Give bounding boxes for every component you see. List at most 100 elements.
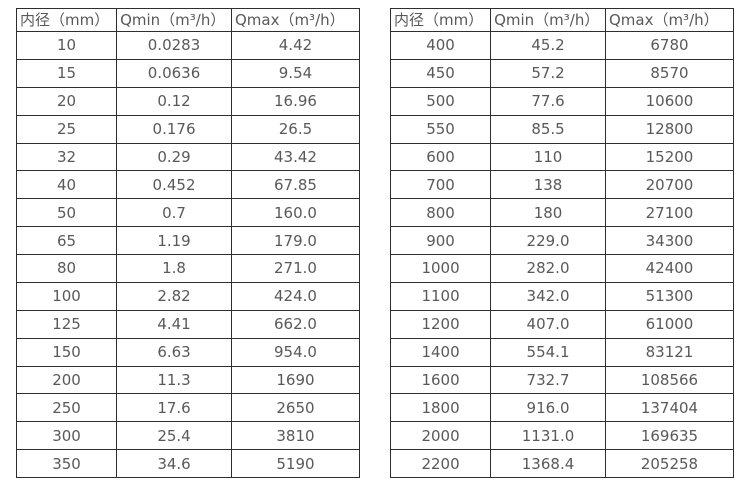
table-row: 1000 282.0 42400	[389, 254, 735, 283]
table-row: 450 57.2 8570	[389, 58, 735, 88]
diameter-cell: 50	[15, 198, 118, 228]
qmax-cell: 34300	[604, 226, 735, 255]
column-header-0: 内径（mm）	[15, 8, 118, 32]
table-row: 800 180 27100	[389, 198, 735, 228]
qmin-cell: 110	[490, 142, 606, 172]
qmax-cell: 27100	[604, 198, 735, 228]
qmin-cell: 732.7	[490, 365, 606, 395]
qmin-cell: 57.2	[490, 58, 606, 88]
table-row: 400 45.2 6780	[389, 31, 735, 60]
table-row: 500 77.6 10600	[389, 86, 735, 116]
qmin-cell: 0.7	[116, 198, 232, 228]
qmin-cell: 0.29	[116, 142, 232, 172]
qmin-cell: 0.0636	[116, 58, 232, 88]
diameter-cell: 25	[15, 114, 118, 144]
table-row: 32 0.29 43.42	[15, 142, 361, 172]
qmax-cell: 1690	[230, 365, 361, 395]
qmax-cell: 20700	[604, 170, 735, 200]
diameter-cell: 1400	[389, 337, 492, 367]
diameter-cell: 150	[15, 337, 118, 367]
table-row: 1800 916.0 137404	[389, 393, 735, 423]
diameter-cell: 1000	[389, 254, 492, 283]
qmax-cell: 42400	[604, 254, 735, 283]
diameter-cell: 1800	[389, 393, 492, 423]
table-row: 10 0.0283 4.42	[15, 31, 361, 60]
diameter-cell: 400	[389, 31, 492, 60]
qmax-cell: 8570	[604, 58, 735, 88]
qmax-cell: 10600	[604, 86, 735, 116]
qmin-cell: 916.0	[490, 393, 606, 423]
table-row: 15 0.0636 9.54	[15, 58, 361, 88]
qmax-cell: 205258	[604, 449, 735, 478]
qmin-cell: 1368.4	[490, 449, 606, 478]
header-row: 内径（mm） Qmin（m³/h） Qmax（m³/h）	[15, 8, 361, 32]
flow-table-large-diameter: 内径（mm） Qmin（m³/h） Qmax（m³/h） 400 45.2 6780 450…	[389, 8, 735, 478]
qmin-cell: 0.12	[116, 86, 232, 116]
qmax-cell: 67.85	[230, 170, 361, 200]
qmin-cell: 1.19	[116, 226, 232, 255]
qmax-cell: 5190	[230, 449, 361, 478]
qmin-cell: 229.0	[490, 226, 606, 255]
qmax-cell: 9.54	[230, 58, 361, 88]
table-row: 350 34.6 5190	[15, 449, 361, 478]
column-header-0: 内径（mm）	[389, 8, 492, 32]
diameter-cell: 2000	[389, 421, 492, 451]
table-row: 80 1.8 271.0	[15, 254, 361, 283]
table-row: 125 4.41 662.0	[15, 309, 361, 339]
diameter-cell: 125	[15, 309, 118, 339]
table-row: 1400 554.1 83121	[389, 337, 735, 367]
diameter-cell: 800	[389, 198, 492, 228]
table-row: 700 138 20700	[389, 170, 735, 200]
qmax-cell: 271.0	[230, 254, 361, 283]
column-header-2: Qmax（m³/h）	[230, 8, 361, 32]
diameter-cell: 1100	[389, 281, 492, 311]
diameter-cell: 300	[15, 421, 118, 451]
table-row: 150 6.63 954.0	[15, 337, 361, 367]
column-header-1: Qmin（m³/h）	[490, 8, 606, 32]
diameter-cell: 250	[15, 393, 118, 423]
diameter-cell: 1600	[389, 365, 492, 395]
diameter-cell: 2200	[389, 449, 492, 478]
table-row: 25 0.176 26.5	[15, 114, 361, 144]
qmax-cell: 12800	[604, 114, 735, 144]
qmin-cell: 282.0	[490, 254, 606, 283]
qmax-cell: 6780	[604, 31, 735, 60]
diameter-cell: 32	[15, 142, 118, 172]
diameter-cell: 350	[15, 449, 118, 478]
column-header-1: Qmin（m³/h）	[116, 8, 232, 32]
qmin-cell: 0.452	[116, 170, 232, 200]
diameter-cell: 80	[15, 254, 118, 283]
table-row: 2000 1131.0 169635	[389, 421, 735, 451]
diameter-cell: 65	[15, 226, 118, 255]
qmin-cell: 25.4	[116, 421, 232, 451]
qmax-cell: 51300	[604, 281, 735, 311]
qmax-cell: 2650	[230, 393, 361, 423]
qmin-cell: 407.0	[490, 309, 606, 339]
diameter-cell: 900	[389, 226, 492, 255]
diameter-cell: 550	[389, 114, 492, 144]
table-row: 550 85.5 12800	[389, 114, 735, 144]
column-header-2: Qmax（m³/h）	[604, 8, 735, 32]
qmax-cell: 160.0	[230, 198, 361, 228]
table-row: 900 229.0 34300	[389, 226, 735, 255]
table-row: 300 25.4 3810	[15, 421, 361, 451]
qmax-cell: 954.0	[230, 337, 361, 367]
qmin-cell: 0.0283	[116, 31, 232, 60]
qmin-cell: 1131.0	[490, 421, 606, 451]
table-row: 1200 407.0 61000	[389, 309, 735, 339]
qmin-cell: 1.8	[116, 254, 232, 283]
diameter-cell: 200	[15, 365, 118, 395]
table-row: 40 0.452 67.85	[15, 170, 361, 200]
qmax-cell: 137404	[604, 393, 735, 423]
qmax-cell: 16.96	[230, 86, 361, 116]
qmax-cell: 15200	[604, 142, 735, 172]
qmin-cell: 77.6	[490, 86, 606, 116]
diameter-cell: 500	[389, 86, 492, 116]
qmax-cell: 108566	[604, 365, 735, 395]
qmin-cell: 180	[490, 198, 606, 228]
qmin-cell: 34.6	[116, 449, 232, 478]
qmax-cell: 83121	[604, 337, 735, 367]
diameter-cell: 100	[15, 281, 118, 311]
qmax-cell: 179.0	[230, 226, 361, 255]
qmin-cell: 6.63	[116, 337, 232, 367]
